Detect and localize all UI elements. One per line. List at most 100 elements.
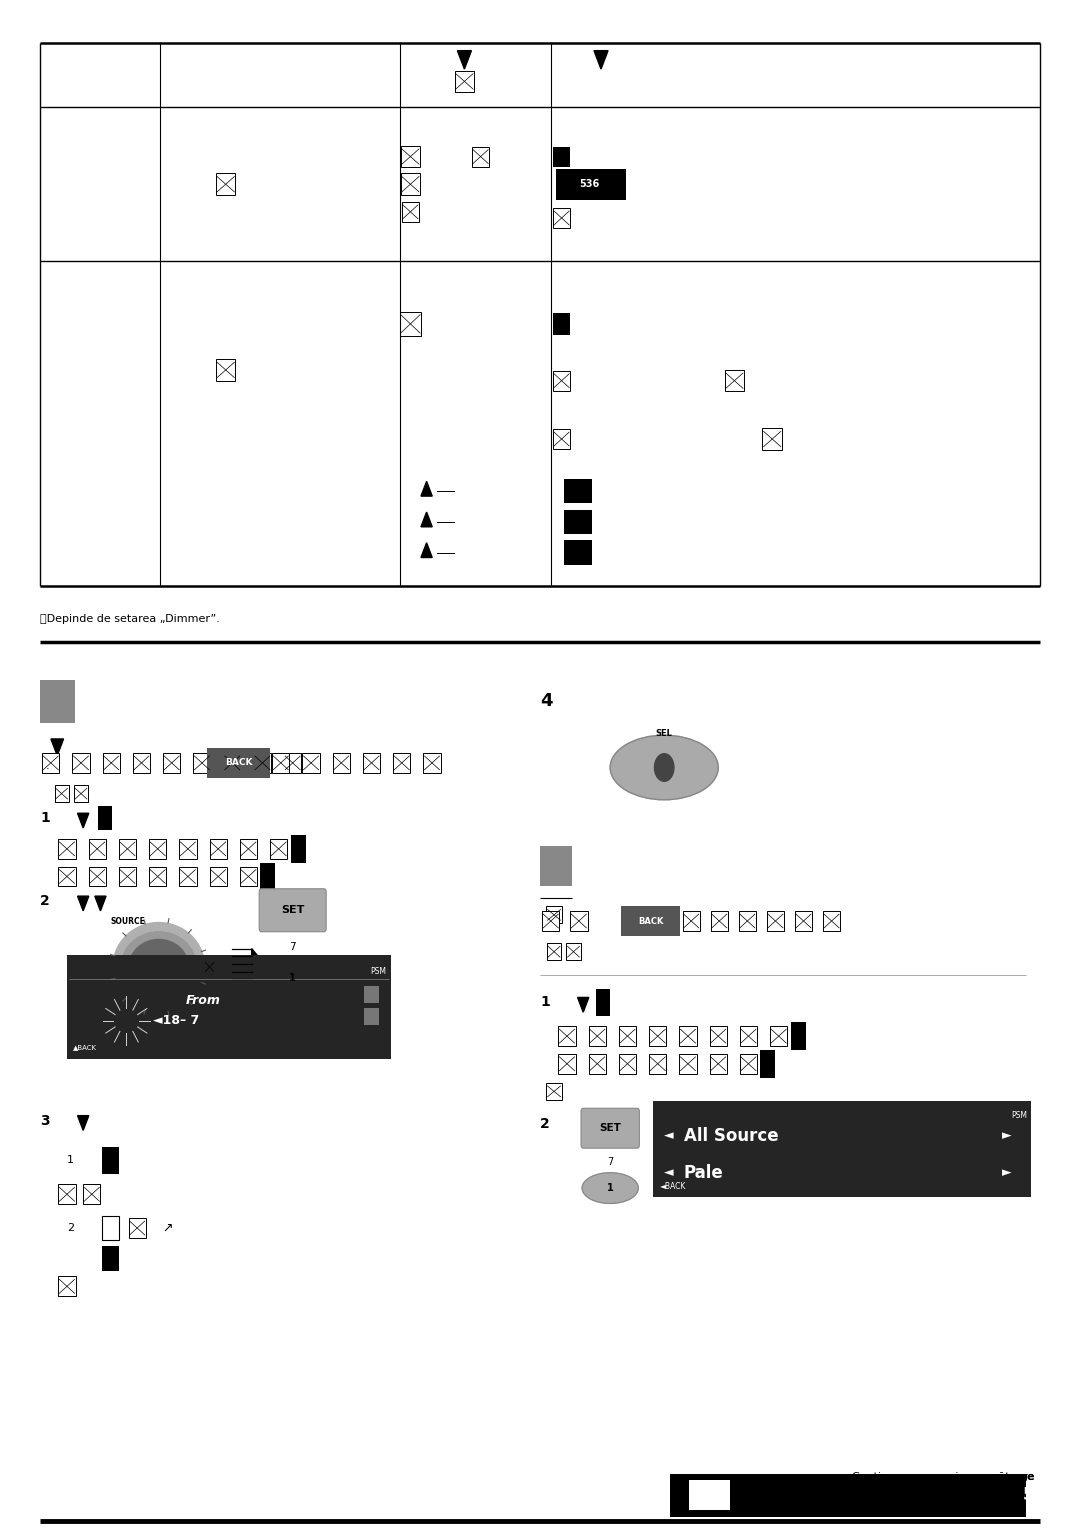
Ellipse shape — [582, 1173, 638, 1203]
FancyBboxPatch shape — [333, 752, 350, 774]
Ellipse shape — [261, 961, 324, 995]
FancyBboxPatch shape — [472, 146, 489, 166]
Polygon shape — [78, 1116, 89, 1130]
FancyBboxPatch shape — [740, 1025, 757, 1047]
FancyBboxPatch shape — [89, 866, 106, 886]
FancyBboxPatch shape — [260, 863, 275, 890]
Text: .: . — [45, 761, 49, 771]
FancyBboxPatch shape — [553, 146, 570, 166]
Text: PSM: PSM — [1011, 1111, 1027, 1121]
FancyBboxPatch shape — [364, 987, 379, 1004]
FancyBboxPatch shape — [679, 1025, 697, 1047]
FancyBboxPatch shape — [689, 1480, 730, 1510]
FancyBboxPatch shape — [770, 1025, 787, 1047]
FancyBboxPatch shape — [102, 1216, 119, 1240]
Text: ►: ► — [1002, 1130, 1012, 1142]
FancyBboxPatch shape — [102, 1246, 119, 1271]
FancyBboxPatch shape — [401, 146, 420, 167]
FancyBboxPatch shape — [589, 1025, 606, 1047]
FancyBboxPatch shape — [823, 910, 840, 930]
FancyBboxPatch shape — [739, 910, 756, 930]
FancyBboxPatch shape — [149, 838, 166, 858]
FancyBboxPatch shape — [210, 838, 227, 858]
FancyBboxPatch shape — [270, 838, 287, 858]
FancyBboxPatch shape — [102, 1147, 119, 1174]
Polygon shape — [421, 482, 432, 496]
FancyBboxPatch shape — [216, 173, 235, 195]
FancyBboxPatch shape — [546, 906, 562, 923]
Text: SET: SET — [281, 906, 305, 915]
Text: BACK: BACK — [225, 758, 253, 768]
Text: SEL: SEL — [656, 729, 673, 738]
Polygon shape — [421, 513, 432, 527]
FancyBboxPatch shape — [740, 1053, 757, 1074]
FancyBboxPatch shape — [619, 1025, 636, 1047]
FancyBboxPatch shape — [103, 752, 120, 774]
FancyBboxPatch shape — [619, 1053, 636, 1074]
FancyBboxPatch shape — [284, 752, 301, 774]
Text: ↗: ↗ — [162, 1222, 173, 1234]
FancyBboxPatch shape — [58, 866, 76, 886]
FancyBboxPatch shape — [272, 752, 289, 774]
FancyBboxPatch shape — [564, 540, 592, 565]
FancyBboxPatch shape — [455, 71, 474, 92]
Text: ge: ge — [1020, 1472, 1035, 1481]
FancyBboxPatch shape — [149, 866, 166, 886]
Polygon shape — [95, 896, 106, 910]
FancyBboxPatch shape — [393, 752, 410, 774]
Ellipse shape — [130, 939, 188, 995]
FancyBboxPatch shape — [210, 866, 227, 886]
FancyBboxPatch shape — [240, 838, 257, 858]
FancyBboxPatch shape — [596, 989, 610, 1016]
Polygon shape — [421, 543, 432, 557]
Polygon shape — [578, 998, 589, 1012]
Polygon shape — [51, 738, 64, 755]
FancyBboxPatch shape — [546, 1084, 562, 1099]
FancyBboxPatch shape — [621, 906, 680, 936]
FancyBboxPatch shape — [204, 959, 215, 975]
FancyBboxPatch shape — [725, 370, 744, 391]
FancyBboxPatch shape — [553, 370, 570, 390]
FancyBboxPatch shape — [762, 428, 782, 450]
Text: 2: 2 — [67, 1223, 75, 1233]
Text: ◄18– 7: ◄18– 7 — [153, 1015, 200, 1027]
Text: 1: 1 — [607, 1183, 613, 1193]
FancyBboxPatch shape — [224, 752, 241, 774]
FancyBboxPatch shape — [795, 910, 812, 930]
FancyBboxPatch shape — [119, 866, 136, 886]
FancyBboxPatch shape — [553, 207, 570, 227]
Text: ◄: ◄ — [664, 1167, 674, 1179]
FancyBboxPatch shape — [254, 752, 271, 774]
FancyBboxPatch shape — [207, 748, 270, 778]
FancyBboxPatch shape — [364, 1007, 379, 1025]
FancyBboxPatch shape — [564, 510, 592, 534]
Text: ◄: ◄ — [664, 1130, 674, 1142]
FancyBboxPatch shape — [129, 1217, 146, 1237]
Text: SOURCE: SOURCE — [110, 916, 145, 926]
FancyBboxPatch shape — [401, 173, 420, 195]
FancyBboxPatch shape — [291, 835, 306, 863]
Polygon shape — [458, 51, 472, 69]
Text: ◄BACK: ◄BACK — [660, 1182, 686, 1191]
FancyBboxPatch shape — [760, 1050, 775, 1078]
FancyBboxPatch shape — [259, 889, 326, 932]
Polygon shape — [78, 896, 89, 910]
Text: 4: 4 — [540, 692, 553, 711]
Text: PSM: PSM — [370, 967, 387, 976]
FancyBboxPatch shape — [649, 1053, 666, 1074]
FancyBboxPatch shape — [179, 866, 197, 886]
FancyBboxPatch shape — [556, 169, 626, 200]
FancyBboxPatch shape — [567, 942, 581, 961]
FancyBboxPatch shape — [400, 312, 421, 336]
FancyBboxPatch shape — [240, 866, 257, 886]
Text: 5: 5 — [1023, 1486, 1035, 1504]
FancyBboxPatch shape — [97, 806, 112, 830]
FancyBboxPatch shape — [548, 942, 562, 961]
FancyBboxPatch shape — [670, 1474, 1026, 1517]
Text: 7: 7 — [289, 942, 296, 952]
FancyBboxPatch shape — [54, 786, 69, 801]
FancyBboxPatch shape — [558, 1053, 576, 1074]
Polygon shape — [78, 814, 89, 827]
FancyBboxPatch shape — [402, 201, 419, 221]
FancyBboxPatch shape — [767, 910, 784, 930]
